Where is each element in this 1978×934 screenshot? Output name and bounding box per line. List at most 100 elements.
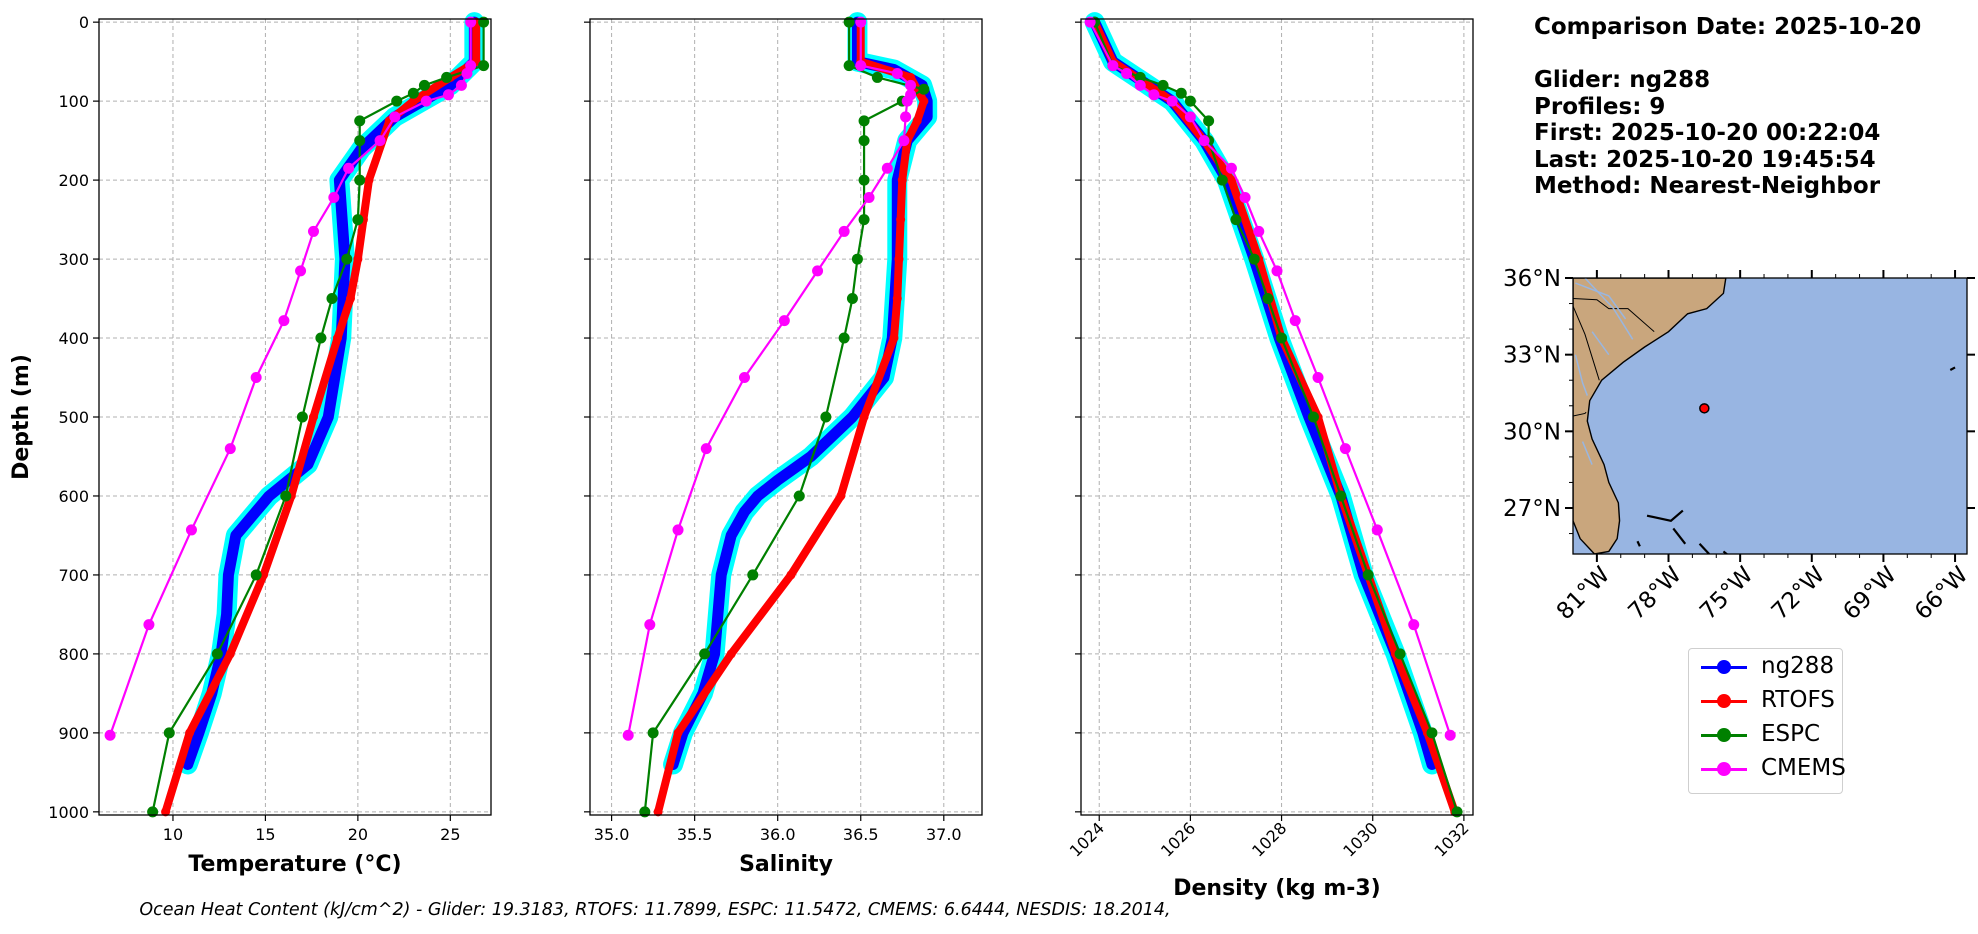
data-point-cmems: [1084, 16, 1096, 28]
data-point-ng288: [710, 649, 719, 658]
data-point-ng288: [717, 570, 726, 579]
data-point-cmems: [185, 524, 197, 536]
data-point-espc: [838, 332, 850, 344]
data-point-cmems: [1225, 162, 1237, 174]
data-point-espc: [1157, 79, 1169, 91]
data-point-cmems: [307, 225, 319, 237]
info-glider: Glider: ng288: [1534, 67, 1711, 93]
data-point-ng288: [303, 460, 312, 469]
island: [1698, 543, 1710, 554]
island: [1722, 550, 1729, 554]
y-tick-label: 0: [79, 13, 89, 32]
data-point-espc: [341, 253, 353, 265]
data-point-cmems: [1166, 95, 1178, 107]
data-point-ng288: [848, 413, 857, 421]
data-point-espc: [1307, 411, 1319, 423]
x-tick-label: 10: [163, 825, 183, 844]
data-point-cmems: [672, 524, 684, 536]
data-point-espc: [354, 135, 366, 147]
x-tick-label: 1028: [1248, 818, 1290, 860]
data-point-rtofs: [225, 649, 235, 659]
data-point-espc: [1335, 490, 1347, 502]
data-point-espc: [147, 806, 159, 818]
data-point-rtofs: [653, 807, 663, 817]
data-point-cmems: [1198, 135, 1210, 147]
series-cmems: [104, 16, 477, 741]
data-point-espc: [843, 60, 855, 72]
legend-item-ng288: ng288: [1697, 651, 1842, 683]
data-point-rtofs: [896, 215, 906, 225]
lon-tick-label: 81°W: [1552, 562, 1615, 625]
data-point-espc: [280, 490, 292, 502]
data-point-espc: [354, 115, 366, 127]
data-point-rtofs: [1226, 175, 1236, 185]
y-tick-label: 1000: [48, 803, 89, 822]
data-point-espc: [407, 87, 419, 99]
data-point-cmems: [855, 60, 867, 72]
data-point-cmems: [1107, 60, 1119, 72]
data-point-espc: [441, 71, 453, 83]
data-point-cmems: [881, 162, 893, 174]
data-point-rtofs: [897, 175, 907, 185]
land-group: [1573, 278, 1956, 554]
data-point-espc: [211, 648, 223, 660]
state-border: [1573, 411, 1587, 417]
data-point-rtofs: [345, 294, 355, 304]
legend: ng288 RTOFS ESPC CMEMS: [1688, 648, 1846, 794]
data-point-espc: [478, 60, 490, 72]
data-point-cmems: [389, 111, 401, 123]
data-point-espc: [1426, 727, 1438, 739]
data-point-espc: [1175, 87, 1187, 99]
data-point-rtofs: [912, 116, 922, 126]
data-point-rtofs: [259, 570, 269, 580]
legend-marker-cmems: [1717, 762, 1731, 776]
data-point-cmems: [465, 16, 477, 28]
data-point-ng288: [753, 491, 762, 500]
series-line-ng288: [1089, 16, 1438, 770]
state-border: [1573, 297, 1655, 333]
data-point-cmems: [863, 191, 875, 203]
data-point-cmems: [898, 135, 910, 147]
legend-item-espc: ESPC: [1697, 719, 1842, 751]
series-line-cmems: [627, 21, 912, 737]
data-point-espc: [1248, 253, 1260, 265]
legend-label-espc: ESPC: [1761, 721, 1821, 747]
y-tick-label: 100: [58, 92, 89, 111]
glider-location-marker: [1699, 403, 1710, 414]
legend-label-cmems: CMEMS: [1761, 755, 1846, 781]
data-point-espc: [858, 115, 870, 127]
data-point-rtofs: [836, 491, 846, 501]
lon-tick-label: 66°W: [1910, 562, 1973, 625]
island: [1949, 366, 1956, 371]
series-ng288: [1089, 16, 1438, 770]
x-tick-label: 1024: [1066, 818, 1108, 860]
data-point-espc: [871, 71, 883, 83]
data-point-cmems: [1408, 619, 1420, 631]
data-point-espc: [851, 253, 863, 265]
series-line-espc: [643, 21, 925, 813]
data-point-espc: [846, 293, 858, 305]
series-line-cmems: [1089, 21, 1452, 737]
data-point-espc: [858, 174, 870, 186]
data-point-rtofs: [786, 570, 796, 580]
island: [1672, 527, 1687, 545]
x-tick-label: 1026: [1157, 818, 1199, 860]
data-point-rtofs: [894, 254, 904, 264]
y-tick-label: 200: [58, 171, 89, 190]
data-point-cmems: [455, 79, 467, 91]
x-tick-label: 35.0: [594, 825, 630, 844]
series-cmems: [622, 16, 917, 741]
x-tick-label: 25: [440, 825, 460, 844]
data-point-espc: [1362, 569, 1374, 581]
info-method: Method: Nearest-Neighbor: [1534, 173, 1881, 199]
data-point-cmems: [1444, 729, 1456, 741]
x-tick-label: 35.5: [677, 825, 713, 844]
series-line-rtofs: [161, 18, 481, 816]
state-border: [1573, 305, 1600, 381]
legend-marker-espc: [1717, 728, 1731, 742]
x-tick-label: 1030: [1339, 818, 1381, 860]
legend-item-cmems: CMEMS: [1697, 753, 1846, 785]
lat-tick-label: 27°N: [1503, 496, 1561, 522]
info-profiles: Profiles: 9: [1534, 93, 1666, 120]
y-tick-label: 700: [58, 566, 89, 585]
